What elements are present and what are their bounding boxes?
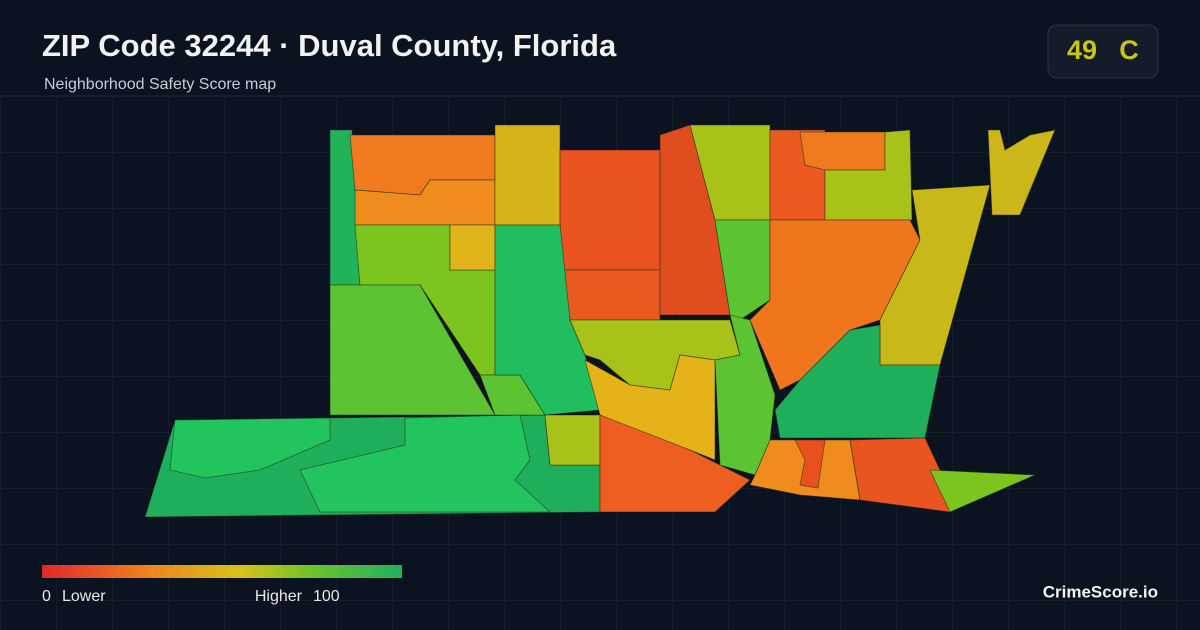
region — [929, 469, 1036, 513]
region — [449, 224, 496, 271]
region — [494, 124, 561, 226]
region — [987, 129, 1056, 216]
title: ZIP Code 32244 · Duval County, Florida — [42, 28, 617, 63]
legend-max: 100 — [313, 588, 340, 605]
score-grade: C — [1119, 35, 1139, 65]
region — [169, 417, 331, 479]
region — [299, 414, 552, 513]
score-value: 49 — [1067, 35, 1097, 65]
region — [544, 414, 601, 466]
region — [774, 324, 941, 439]
region — [559, 269, 661, 321]
region — [559, 149, 661, 271]
region — [599, 414, 751, 513]
score-box — [1047, 24, 1159, 79]
region — [799, 131, 886, 171]
region — [794, 439, 826, 489]
map — [144, 124, 1056, 518]
legend-gradient — [42, 565, 402, 578]
legend-max-label: Higher — [255, 588, 303, 605]
legend-min: 0 — [42, 588, 51, 605]
legend-min-label: Lower — [62, 588, 106, 605]
region — [714, 219, 771, 321]
subtitle: Neighborhood Safety Score map — [44, 76, 276, 93]
brand: CrimeScore.io — [1043, 582, 1158, 601]
